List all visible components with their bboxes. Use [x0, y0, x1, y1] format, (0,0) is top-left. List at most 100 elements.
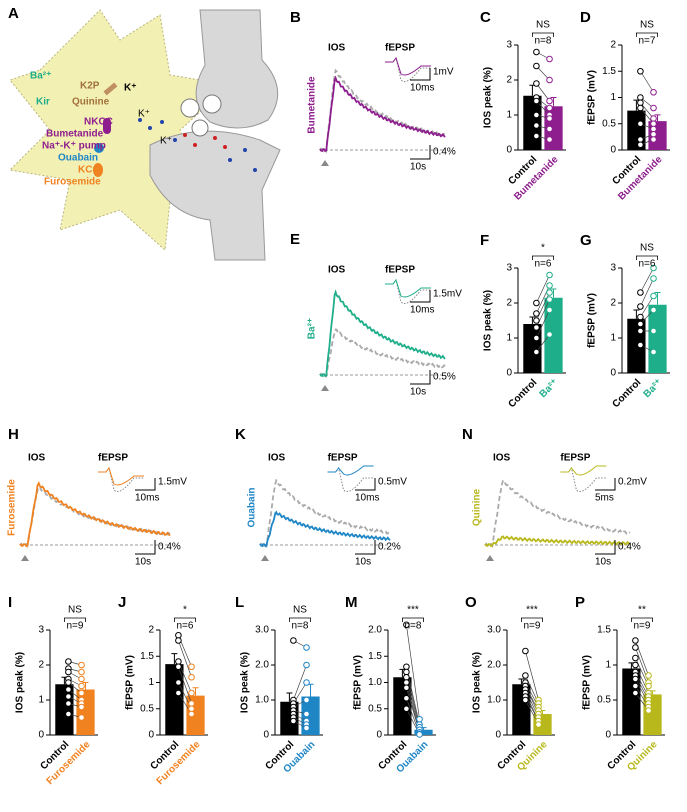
scale-bar [355, 540, 376, 555]
significance-bracket [174, 617, 196, 622]
scale-t: 10ms [355, 493, 379, 504]
fepsp-drug [98, 466, 144, 486]
panel-letter: E [290, 231, 300, 248]
data-point [175, 689, 182, 697]
y-tick-label: 1.5 [368, 651, 382, 662]
error-bar [529, 84, 536, 96]
data-point [637, 67, 644, 75]
data-point [546, 97, 553, 105]
scale-v: 0.2mV [618, 477, 647, 488]
data-point [290, 717, 297, 725]
error-bar [633, 309, 640, 319]
data-point [303, 644, 310, 651]
data-point [637, 327, 644, 335]
data-point [533, 299, 540, 307]
data-point [546, 331, 553, 338]
vesicle [191, 119, 209, 137]
panel-letter: K [235, 426, 246, 443]
pair-line [536, 334, 550, 353]
data-point [403, 705, 410, 713]
diagram-label: K2P [80, 81, 100, 92]
data-point [522, 647, 529, 655]
significance-bracket [402, 617, 424, 622]
drug-trace [259, 510, 391, 548]
error-bar [307, 683, 314, 697]
scale-v: 0.5mV [378, 477, 407, 488]
bar [76, 689, 95, 735]
y-tick-label: 1.5 [140, 651, 154, 662]
nkcc-icon [103, 118, 111, 134]
y-tick-label: 3 [610, 263, 616, 274]
y-tick-label: 0.5 [602, 118, 616, 129]
scale-ios: 0.4% [618, 542, 641, 553]
pair-line [640, 278, 654, 307]
drug-trace [319, 289, 446, 378]
panel-letter: A [8, 5, 19, 22]
y-tick-label: 2 [610, 298, 616, 309]
diagram-label: NKCC [84, 117, 113, 128]
y-axis-label: IOS peak (%) [483, 290, 494, 351]
data-point [637, 303, 644, 310]
y-axis-label: IOS peak (%) [15, 652, 26, 713]
bar [165, 664, 184, 735]
stimulus-marker [321, 385, 329, 391]
y-tick-label: 0.5 [368, 703, 382, 714]
y-tick-label: 2.0 [487, 660, 501, 671]
data-point [546, 115, 553, 122]
y-axis-label: fEPSP (mV) [353, 655, 364, 710]
fepsp-label: fEPSP [328, 453, 358, 464]
scale-ios: 0.2% [378, 542, 401, 553]
ios-label: IOS [268, 453, 286, 464]
y-tick-label: 0.5 [140, 703, 154, 714]
diagram-label: Quinine [72, 97, 110, 108]
error-bar [171, 653, 178, 665]
pair-line [536, 83, 550, 102]
diagram-label: KCC [78, 165, 100, 176]
data-point [546, 296, 553, 303]
significance-label: NS [68, 605, 82, 616]
data-point [650, 306, 657, 314]
stimulus-marker [486, 555, 494, 561]
data-point [533, 310, 540, 317]
kcc-icon [93, 163, 103, 177]
y-axis-label: IOS peak (%) [472, 652, 483, 713]
panel-letter: H [8, 426, 19, 443]
data-point [522, 696, 529, 704]
significance-label: NS [640, 243, 654, 254]
data-point [78, 668, 85, 676]
y-tick-label: 1 [605, 660, 611, 671]
y-tick-label: 0 [263, 730, 269, 741]
scale-ios: 0.5% [433, 372, 456, 383]
data-point [522, 672, 529, 679]
control-trace [259, 478, 391, 549]
scale-bar [595, 478, 616, 491]
bar [648, 304, 667, 373]
data-point [65, 686, 72, 693]
n-label: n=6 [638, 259, 655, 270]
n-label: n=7 [638, 36, 655, 47]
drug-label: Furosemide [7, 479, 18, 536]
data-point [650, 104, 657, 112]
k2p-icon [103, 82, 118, 96]
data-point [65, 700, 72, 707]
pair-line [640, 71, 654, 93]
y-tick-label: 1.0 [255, 695, 269, 706]
diagram-label: K⁺ [160, 136, 172, 147]
data-point [290, 637, 297, 644]
ios-label: IOS [328, 265, 346, 276]
y-tick-label: 1.0 [368, 677, 382, 688]
significance-label: NS [293, 605, 307, 616]
data-point [533, 48, 540, 56]
diagram-label: Bumetanide [46, 129, 104, 140]
control-trace [484, 478, 631, 549]
data-point [546, 306, 553, 314]
significance-bracket [64, 617, 86, 622]
significance-label: *** [526, 605, 538, 616]
data-point [650, 136, 657, 143]
diagram-label: Furosemide [44, 177, 101, 188]
data-point [188, 689, 195, 697]
data-point [632, 675, 639, 683]
bar [414, 729, 433, 735]
data-point [533, 80, 540, 87]
data-point [65, 693, 72, 700]
